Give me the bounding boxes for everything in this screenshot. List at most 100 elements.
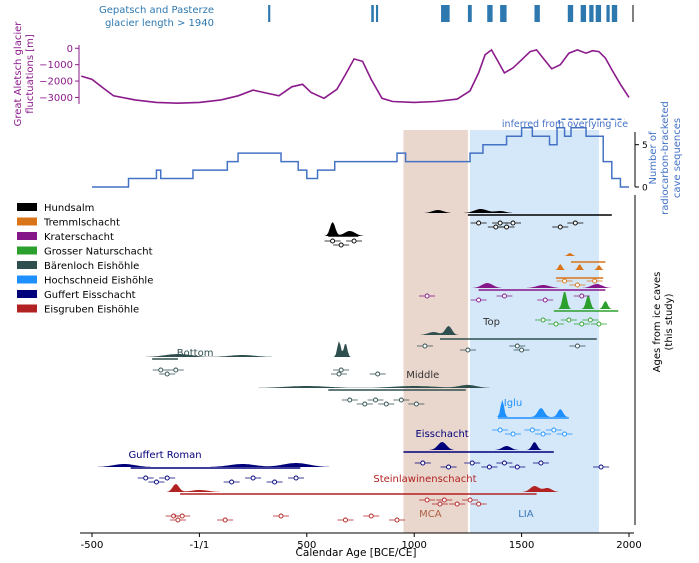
date-point — [422, 343, 428, 349]
sequence-label: Middle — [406, 370, 439, 381]
count-y-tick-label: 5 — [642, 141, 648, 151]
date-point — [562, 278, 568, 284]
date-point — [514, 464, 520, 470]
date-point — [476, 501, 482, 507]
sequence-label: MCA — [419, 509, 442, 520]
sequence-label: Bottom — [177, 348, 214, 359]
date-point — [437, 501, 443, 507]
date-point — [351, 238, 357, 244]
period-band-1 — [470, 130, 599, 533]
legend-swatch — [17, 304, 37, 313]
date-point — [373, 397, 378, 403]
date-point — [272, 479, 278, 485]
aletsch-panel: Great Aletsch glacier fluctuations [m] 0… — [13, 21, 630, 127]
legend-label: Kraterschacht — [44, 232, 114, 243]
date-point — [510, 220, 516, 226]
date-point — [338, 367, 344, 373]
gepatsch-panel: Gepatsch and Pasterze glacier length > 1… — [99, 5, 634, 29]
legend-swatch — [17, 246, 37, 255]
sequence-label: Eisschacht — [415, 429, 468, 440]
aletsch-ylabel-line2: fluctuations [m] — [25, 34, 36, 114]
date-point — [175, 517, 181, 523]
date-point — [413, 401, 419, 407]
legend: Hundsalm Tremmlschacht Kraterschacht Grosse… — [17, 203, 153, 316]
age-distribution — [61, 283, 629, 288]
period-shading — [403, 130, 599, 533]
date-point — [222, 517, 228, 523]
date-point — [467, 497, 473, 503]
date-point — [587, 317, 593, 323]
date-point — [330, 238, 336, 244]
date-point — [476, 220, 482, 226]
date-point — [572, 220, 578, 226]
x-axis: Calendar Age [BCE/CE] -500 -1/1 500 1000 150… — [80, 532, 642, 559]
sequence-label: Iglu — [504, 398, 522, 409]
date-point — [465, 347, 471, 353]
gepatsch-bar — [595, 5, 602, 22]
legend-swatch — [17, 290, 37, 298]
date-point — [514, 343, 520, 349]
cave-count-panel: Number of radiocarbon-bracketed cave seq… — [92, 101, 683, 215]
legend-label: Hochschneid Eishöhle — [44, 276, 153, 287]
date-point — [164, 371, 170, 377]
age-distribution — [61, 253, 629, 256]
x-axis-tick-label: -500 — [81, 540, 104, 551]
date-point — [574, 343, 580, 349]
date-point — [598, 464, 604, 470]
date-point — [446, 464, 452, 470]
ages-panel: Ages from ice caves (this study) Top Bott… — [61, 195, 675, 525]
date-point — [469, 460, 475, 466]
gepatsch-label-line2: glacier length > 1940 — [105, 18, 214, 29]
date-point — [441, 497, 447, 503]
date-point — [542, 297, 548, 303]
legend-label: Eisgruben Eishöhle — [44, 305, 139, 316]
count-ylabel-line3: cave sequences — [672, 118, 683, 198]
gepatsch-label-line1: Gepatsch and Pasterze — [99, 5, 214, 16]
gepatsch-bar — [534, 5, 540, 22]
date-point — [454, 501, 460, 507]
count-inferred-line — [555, 118, 625, 129]
aletsch-line — [81, 48, 630, 105]
sequence-label: Guffert Roman — [128, 450, 201, 461]
aletsch-ylabel-line1: Great Aletsch glacier — [13, 21, 24, 127]
gepatsch-bar — [580, 5, 587, 22]
date-point — [557, 224, 563, 230]
count-annotation: inferred from overlying ice — [502, 119, 628, 130]
date-point — [229, 479, 235, 485]
date-point — [164, 475, 170, 481]
date-point — [338, 242, 344, 248]
count-ylabel-line2: radiocarbon-bracketed — [660, 101, 671, 215]
gepatsch-bar — [441, 5, 450, 22]
date-point — [501, 293, 507, 299]
date-point — [368, 513, 374, 519]
legend-swatch — [17, 203, 37, 211]
date-point — [476, 297, 482, 303]
date-point — [540, 431, 546, 437]
date-point — [293, 475, 299, 481]
x-axis-tick-label: -1/1 — [190, 540, 210, 551]
legend-swatch — [17, 275, 37, 284]
x-axis-tick-label: 1500 — [509, 540, 534, 551]
legend-label: Tremmlschacht — [43, 218, 120, 229]
gepatsch-bar — [567, 5, 574, 22]
legend-label: Bärenloch Eishöhle — [44, 261, 139, 272]
date-point — [497, 427, 503, 433]
gepatsch-bar — [467, 5, 472, 22]
date-point — [562, 431, 568, 437]
x-axis-label: Calendar Age [BCE/CE] — [296, 547, 417, 559]
sequence-label: Top — [482, 317, 500, 328]
date-point — [250, 475, 256, 481]
date-point — [486, 464, 492, 470]
legend-swatch — [17, 232, 37, 240]
date-point — [504, 224, 510, 230]
date-point — [540, 317, 546, 323]
date-point — [424, 293, 430, 299]
date-point — [336, 371, 342, 377]
age-distribution — [61, 222, 629, 236]
gepatsch-bar — [375, 5, 379, 22]
date-point — [501, 460, 507, 466]
date-point — [375, 371, 381, 377]
aletsch-y-tick-label: −2000 — [39, 77, 73, 88]
date-point — [497, 220, 503, 226]
date-point — [153, 479, 159, 485]
